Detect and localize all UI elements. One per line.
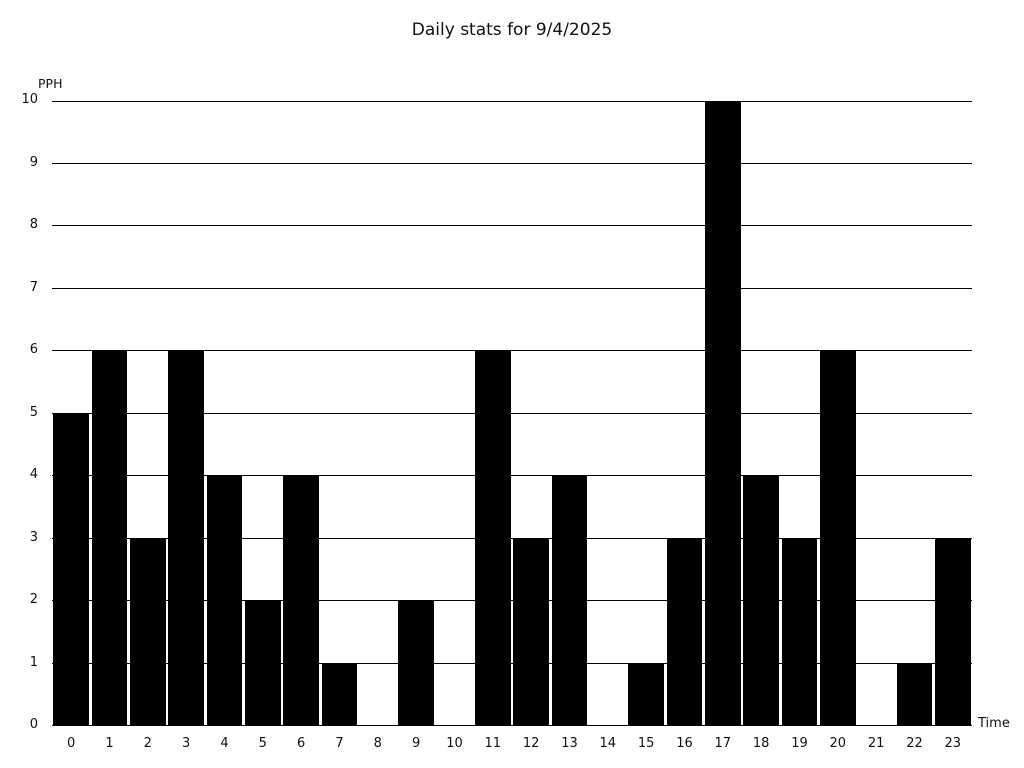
x-tick-label: 0 bbox=[67, 736, 76, 751]
y-axis-label: PPH bbox=[38, 76, 63, 91]
bar bbox=[91, 351, 128, 726]
y-tick-label: 6 bbox=[29, 342, 38, 357]
x-tick-label: 12 bbox=[522, 736, 540, 751]
x-tick-label: 1 bbox=[105, 736, 114, 751]
bar bbox=[129, 538, 166, 726]
y-tick-label: 4 bbox=[29, 467, 38, 482]
bar bbox=[666, 538, 703, 726]
x-tick-label: 13 bbox=[561, 736, 578, 751]
x-tick-label: 18 bbox=[752, 736, 770, 751]
bar bbox=[819, 351, 856, 726]
bar bbox=[283, 476, 320, 726]
gridline bbox=[52, 475, 972, 476]
gridline bbox=[52, 225, 972, 226]
x-tick-label: 14 bbox=[599, 736, 617, 751]
y-tick-label: 9 bbox=[29, 154, 38, 170]
x-tick-label: 3 bbox=[182, 736, 191, 751]
x-tick-label: 15 bbox=[637, 736, 655, 751]
bar bbox=[628, 663, 665, 726]
gridline bbox=[52, 412, 972, 414]
x-tick-label: 11 bbox=[484, 736, 502, 751]
gridline bbox=[52, 662, 972, 664]
x-tick-label: 4 bbox=[220, 736, 229, 751]
x-tick-label: 6 bbox=[297, 736, 306, 751]
bar bbox=[704, 101, 741, 726]
x-tick-label: 23 bbox=[944, 736, 962, 751]
y-tick-label: 1 bbox=[29, 654, 38, 670]
x-tick-label: 19 bbox=[791, 736, 808, 751]
bar bbox=[398, 601, 435, 726]
x-tick-label: 10 bbox=[446, 736, 463, 751]
bar bbox=[168, 351, 205, 726]
bar bbox=[896, 663, 933, 726]
y-tick-label: 3 bbox=[29, 529, 38, 545]
y-tick-label: 7 bbox=[29, 279, 38, 295]
bar bbox=[244, 601, 281, 726]
x-tick-label: 20 bbox=[829, 736, 847, 751]
gridline bbox=[52, 101, 972, 102]
x-tick-label: 16 bbox=[676, 736, 693, 751]
gridline bbox=[52, 162, 972, 164]
x-axis-label: Time bbox=[978, 716, 1010, 731]
bar bbox=[781, 538, 818, 726]
y-tick-label: 10 bbox=[21, 92, 38, 107]
gridline bbox=[52, 600, 972, 601]
y-tick-label: 0 bbox=[29, 717, 38, 732]
gridline bbox=[52, 537, 972, 539]
x-tick-label: 17 bbox=[714, 736, 732, 751]
x-tick-label: 22 bbox=[906, 736, 923, 751]
x-tick-label: 9 bbox=[412, 736, 421, 751]
bar bbox=[551, 476, 588, 726]
chart-title: Daily stats for 9/4/2025 bbox=[411, 20, 613, 40]
bar bbox=[474, 351, 511, 726]
gridline bbox=[52, 287, 972, 289]
y-tick-label: 5 bbox=[29, 404, 38, 420]
x-tick-label: 5 bbox=[258, 736, 267, 751]
bar bbox=[53, 413, 90, 726]
x-axis-line bbox=[52, 725, 972, 726]
x-tick-label: 21 bbox=[867, 736, 885, 751]
bar bbox=[934, 538, 971, 726]
bar bbox=[513, 538, 550, 726]
bar bbox=[206, 476, 243, 726]
bar bbox=[321, 663, 358, 726]
y-tick-label: 8 bbox=[29, 217, 38, 232]
x-tick-label: 2 bbox=[143, 736, 152, 751]
plot-area bbox=[52, 101, 972, 726]
x-tick-label: 8 bbox=[373, 736, 382, 751]
x-tick-label: 7 bbox=[335, 736, 344, 751]
gridline bbox=[52, 350, 972, 351]
y-tick-label: 2 bbox=[29, 592, 38, 607]
bar bbox=[743, 476, 780, 726]
